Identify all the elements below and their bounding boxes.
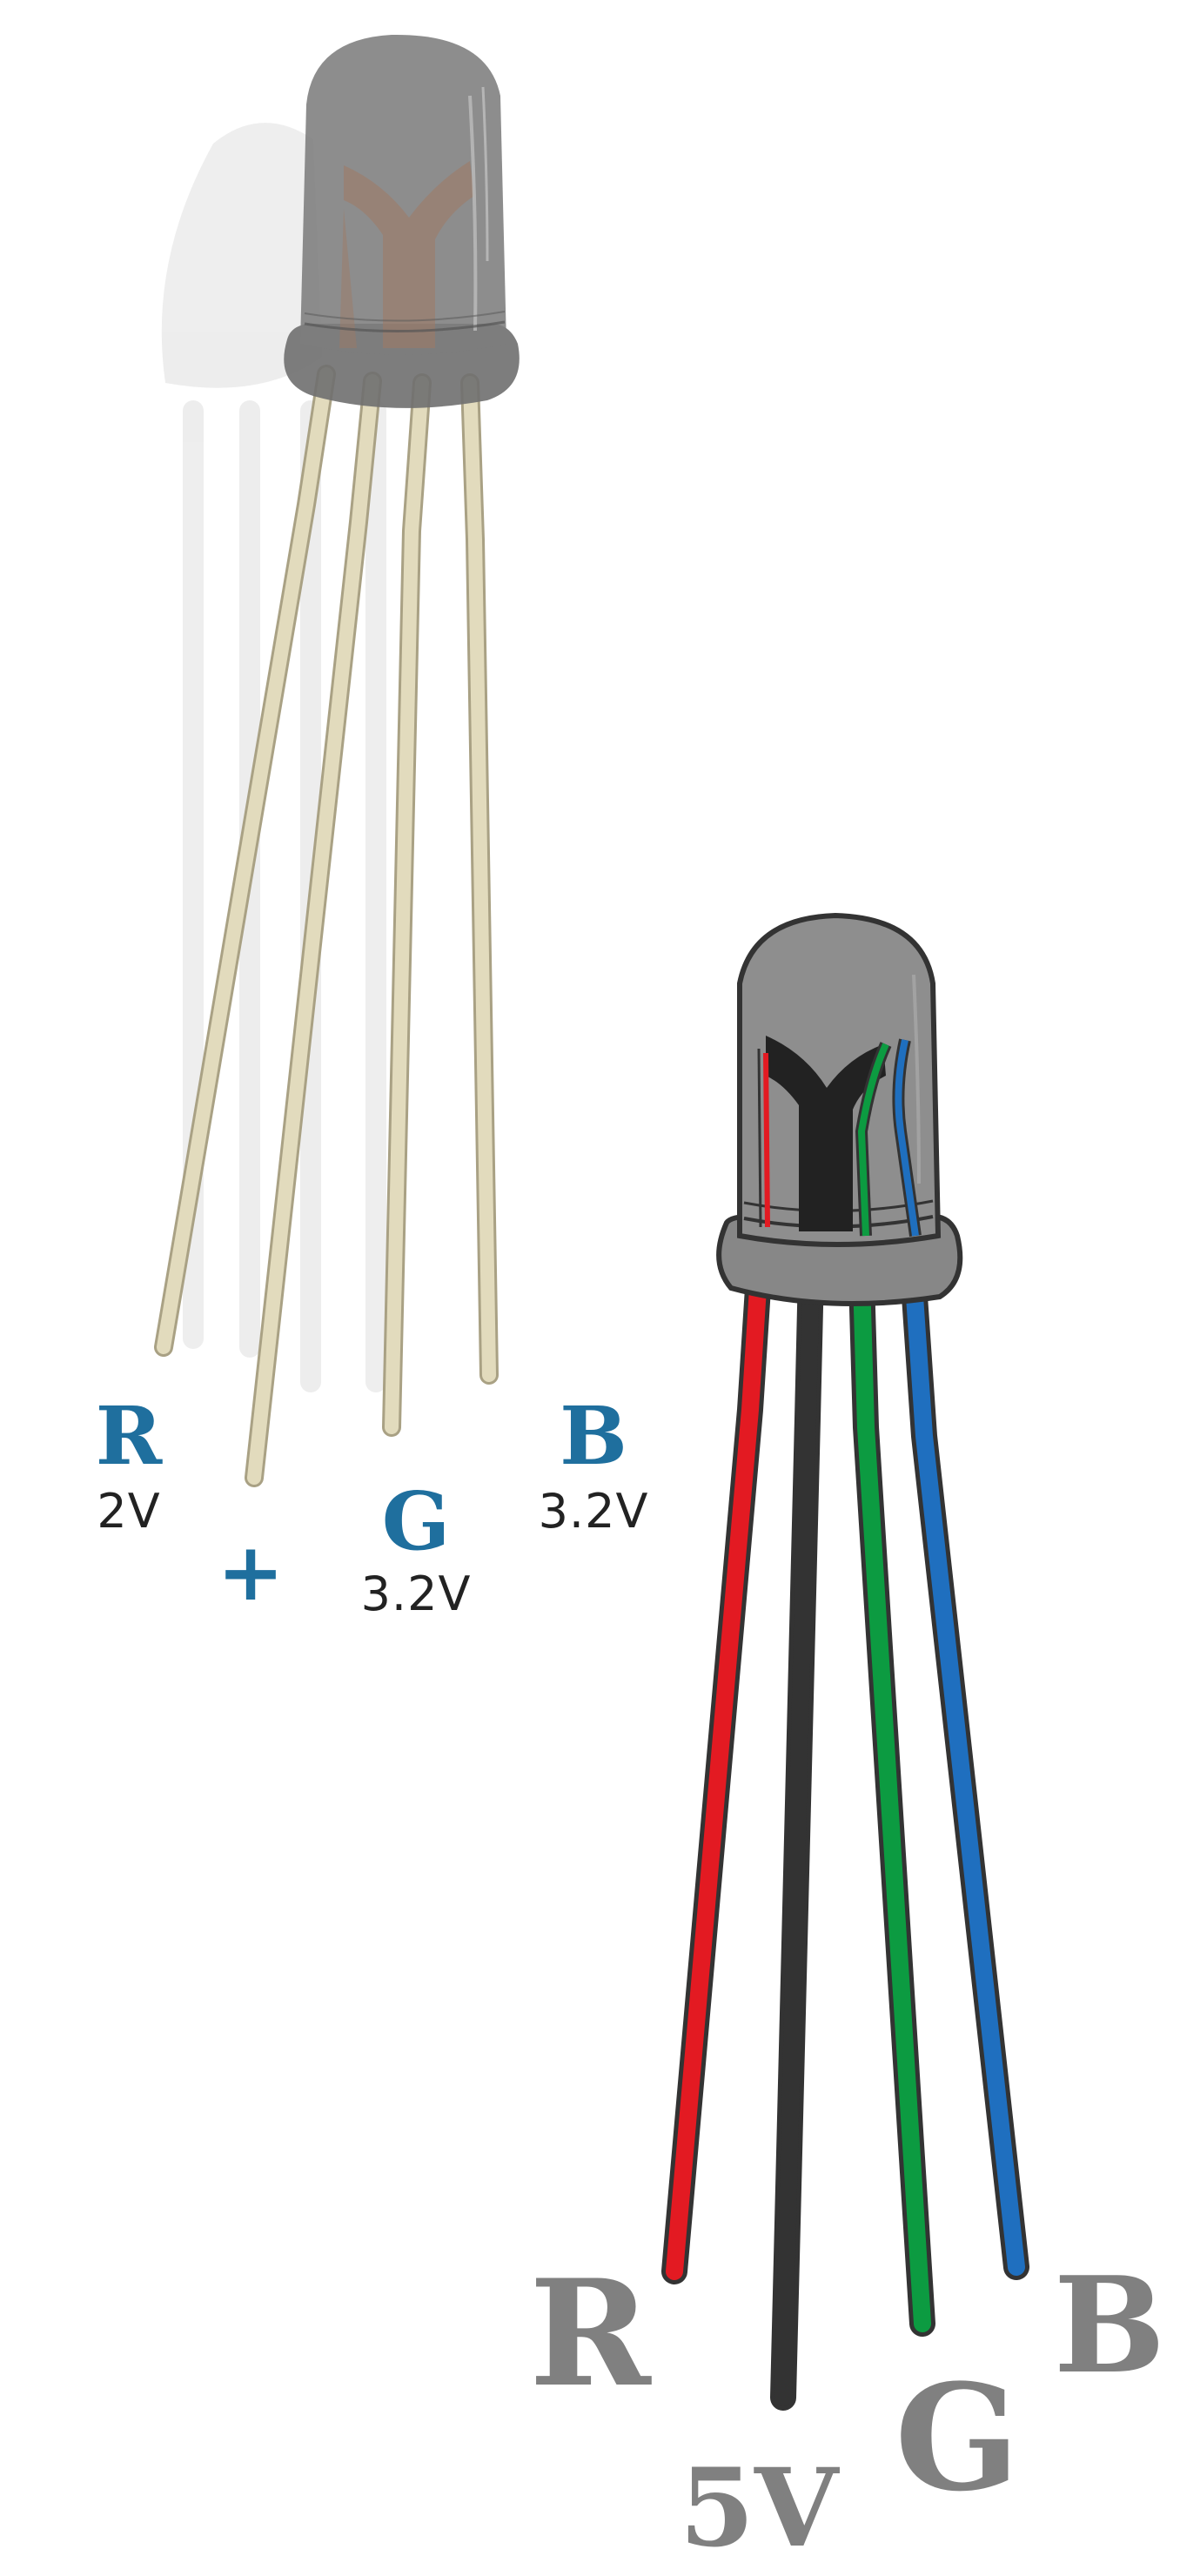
- top-voltage-r: 2V: [97, 1484, 160, 1539]
- bottom-label-r: R: [529, 2247, 652, 2419]
- top-voltage-b: 3.2V: [539, 1484, 649, 1539]
- bottom-label-b: B: [1054, 2247, 1165, 2403]
- bottom-label-g: G: [895, 2351, 1019, 2524]
- top-voltage-g: 3.2V: [361, 1566, 472, 1621]
- top-label-b: B: [560, 1389, 627, 1483]
- top-led-body: [284, 34, 520, 408]
- top-led-labels: R 2V + G 3.2V B 3.2V: [96, 1389, 649, 1621]
- bottom-led-labels: R 5V G B: [529, 2247, 1165, 2572]
- top-led: R 2V + G 3.2V B 3.2V: [96, 34, 649, 1621]
- top-label-g: G: [382, 1474, 451, 1568]
- top-led-leads: [154, 365, 499, 1487]
- top-label-r: R: [96, 1389, 163, 1483]
- bottom-led-wires: [661, 1258, 1029, 2411]
- bottom-label-5v: 5V: [680, 2445, 840, 2572]
- bottom-led-body: [716, 912, 963, 1306]
- bottom-led: R 5V G B: [529, 912, 1165, 2572]
- top-label-plus: +: [217, 1525, 284, 1619]
